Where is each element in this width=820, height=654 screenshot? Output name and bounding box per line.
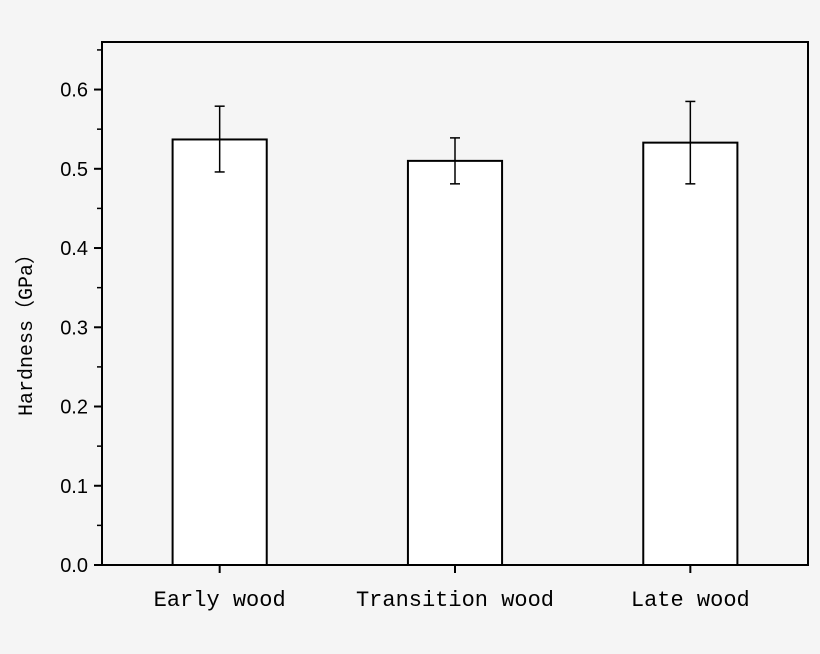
x-tick-label: Early wood	[154, 588, 286, 613]
bar-transition-wood	[406, 159, 504, 566]
bars-group	[171, 138, 739, 567]
bar-early-wood	[171, 138, 268, 567]
y-axis: 0.0 0.1 0.2 0.3 0.4 0.5 0.6	[60, 49, 102, 577]
y-tick-label: 0.5	[60, 159, 88, 181]
bar-late-wood	[642, 141, 739, 566]
y-tick-label: 0.2	[60, 397, 88, 419]
error-bars-group	[214, 100, 696, 185]
y-tick-label: 0.1	[60, 476, 88, 498]
y-tick-label: 0.4	[60, 238, 88, 260]
y-tick-label: 0.6	[60, 80, 88, 102]
y-axis-label: Hardness（GPa）	[14, 244, 39, 416]
y-tick-label: 0.3	[60, 317, 88, 339]
x-tick-label: Late wood	[631, 588, 750, 613]
y-tick-label: 0.0	[60, 555, 88, 577]
x-tick-label: Transition wood	[356, 588, 554, 613]
x-axis: Early wood Transition wood Late wood	[154, 565, 750, 613]
